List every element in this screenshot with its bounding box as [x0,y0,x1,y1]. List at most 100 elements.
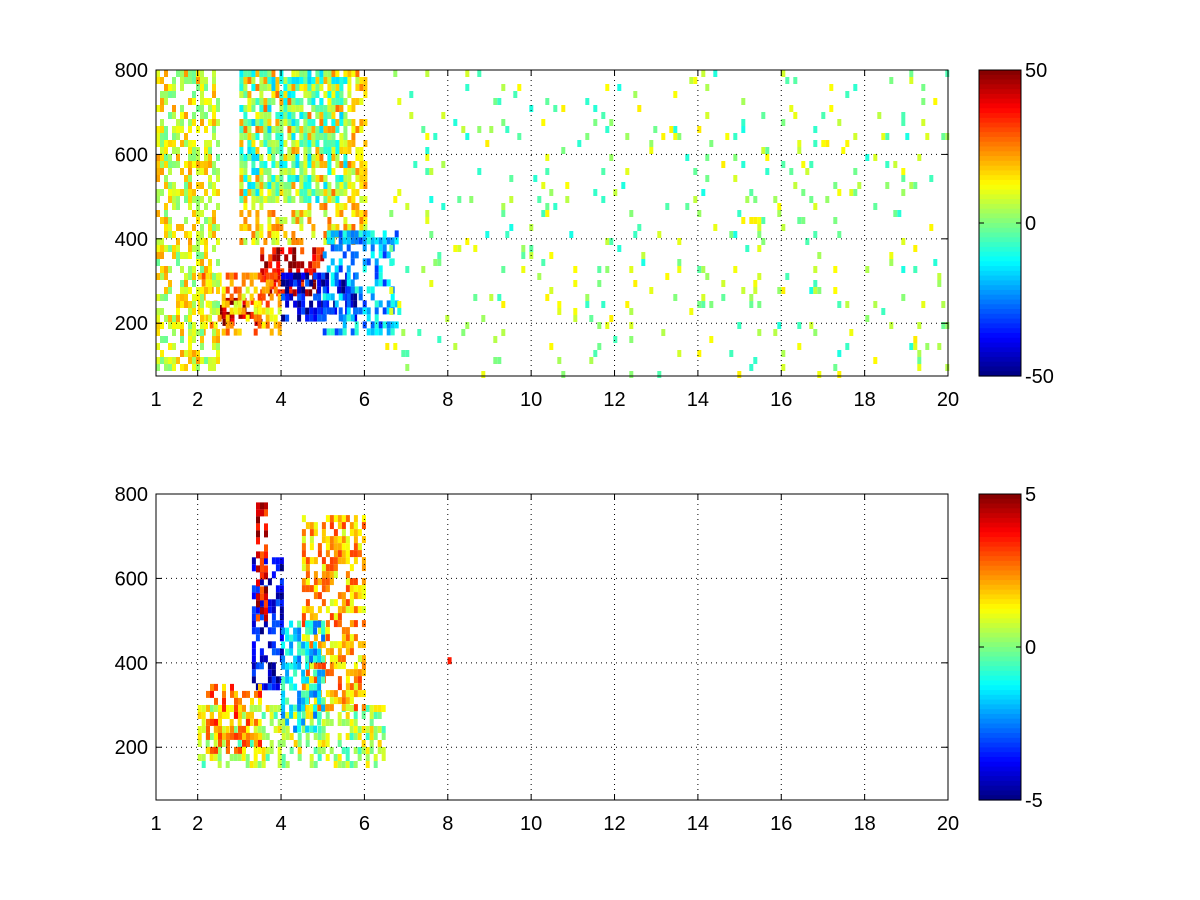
heatmap-cell [359,224,364,231]
heatmap-cell [212,182,216,189]
heatmap-cell [315,140,320,147]
heatmap-cell [657,231,662,238]
heatmap-cell [233,272,238,280]
heatmap-cell [825,140,830,147]
heatmap-cell [301,712,306,719]
heatmap-cell [279,224,284,231]
heatmap-cell [317,286,322,294]
heatmap-cell [176,119,180,126]
heatmap-cell [593,189,598,196]
heatmap-cell [222,690,226,698]
heatmap-cell [329,515,334,523]
heatmap-cell [257,321,262,329]
heatmap-cell [337,536,342,544]
heatmap-cell [259,648,264,656]
heatmap-cell [765,147,770,154]
heatmap-cell [259,196,264,203]
heatmap-cell [214,683,218,691]
heatmap-cell [253,272,258,280]
heatmap-cell [292,261,297,269]
heatmap-cell [176,245,180,252]
heatmap-cell [441,112,446,119]
heatmap-cell [204,322,208,329]
heatmap-cell [331,70,336,77]
heatmap-cell [345,669,350,677]
heatmap-cell [325,300,330,308]
heatmap-cell [311,105,316,112]
heatmap-cell [222,683,226,691]
heatmap-cell [343,182,348,189]
heatmap-cell [323,91,328,98]
colorbar-swatch [979,127,1021,133]
heatmap-cell [329,669,334,677]
heatmap-cell [789,105,794,112]
heatmap-cell [338,293,343,301]
colorbar-swatch [979,627,1021,634]
heatmap-cell [296,268,301,276]
heatmap-cell [453,119,458,126]
heatmap-cell [241,712,246,719]
heatmap-cell [343,126,348,133]
heatmap-cell [326,328,331,336]
heatmap-cell [323,175,328,182]
heatmap-cell [307,70,312,77]
heatmap-cell [305,599,310,607]
heatmap-cell [309,725,314,733]
heatmap-cell [545,154,550,161]
heatmap-cell [881,308,886,315]
heatmap-cell [737,322,742,329]
heatmap-cell [273,712,278,719]
heatmap-cell [501,301,506,308]
heatmap-cell [353,662,358,670]
heatmap-cell [513,91,518,98]
heatmap-cell [617,245,622,252]
heatmap-cell [281,662,286,670]
heatmap-cell [291,126,296,133]
heatmap-cell [156,196,160,203]
heatmap-cell [267,126,272,133]
heatmap-cell [264,565,268,573]
heatmap-cell [277,719,282,726]
heatmap-cell [649,147,654,154]
heatmap-cell [325,515,330,523]
heatmap-cell [260,509,264,517]
heatmap-cell [242,311,247,319]
heatmap-cell [853,133,858,140]
heatmap-cell [297,704,302,712]
heatmap-cell [757,329,762,336]
heatmap-cell [216,119,220,126]
heatmap-cell [325,550,330,558]
heatmap-cell [309,712,314,719]
heatmap-cell [304,268,309,276]
heatmap-cell [160,308,164,315]
heatmap-cell [264,572,268,580]
heatmap-cell [216,105,220,112]
heatmap-cell [289,648,294,656]
colorbar-swatch [979,189,1021,195]
heatmap-cell [208,147,212,154]
heatmap-cell [291,182,296,189]
heatmap-cell [343,203,348,210]
heatmap-cell [345,571,350,579]
colorbar-swatch [979,251,1021,258]
heatmap-cell [313,697,318,705]
heatmap-cell [291,84,296,91]
heatmap-cell [213,754,218,761]
heatmap-cell [334,300,339,308]
heatmap-cell [429,280,434,287]
heatmap-cell [160,217,164,224]
heatmap-cell [361,655,366,663]
heatmap-cell [673,91,678,98]
heatmap-cell [255,168,260,175]
heatmap-cell [212,308,216,315]
heatmap-cell [905,133,910,140]
heatmap-cell [251,613,256,621]
heatmap-cell [192,308,196,315]
heatmap-cell [353,578,358,586]
heatmap-cell [545,168,550,175]
heatmap-cell [253,754,258,761]
heatmap-cell [335,140,340,147]
heatmap-cell [321,662,326,670]
heatmap-cell [343,147,348,154]
heatmap-cell [249,761,254,768]
